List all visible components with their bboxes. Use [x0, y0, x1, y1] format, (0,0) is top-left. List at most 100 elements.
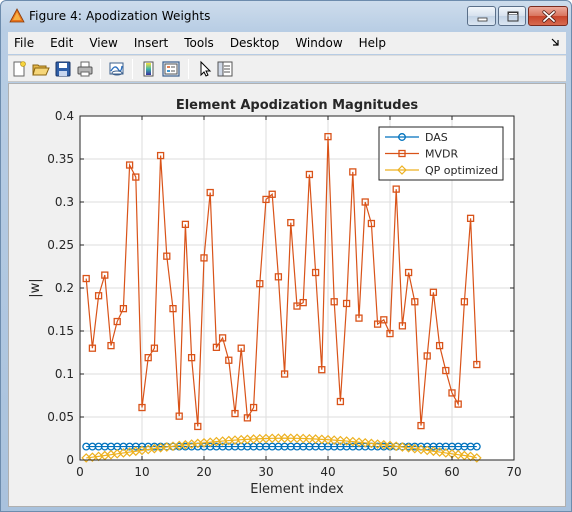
- data-point: [292, 433, 302, 444]
- data-point: [361, 198, 369, 206]
- data-point: [471, 453, 482, 463]
- legend-label: DAS: [425, 131, 448, 144]
- data-point: [411, 298, 419, 306]
- data-point: [316, 434, 327, 445]
- data-point: [329, 435, 340, 445]
- close-button[interactable]: [528, 6, 568, 26]
- data-point: [256, 280, 264, 288]
- data-point: [435, 341, 444, 350]
- menu-desktop[interactable]: Desktop: [229, 36, 280, 50]
- menu-view[interactable]: View: [89, 36, 118, 50]
- data-point: [169, 304, 177, 313]
- save-icon[interactable]: [54, 60, 72, 78]
- menu-tools[interactable]: Tools: [184, 36, 214, 50]
- data-point: [391, 441, 402, 452]
- data-point: [472, 442, 481, 451]
- data-point: [416, 444, 426, 455]
- legend-marker: [398, 149, 406, 158]
- minimize-button[interactable]: [467, 6, 496, 26]
- data-point: [299, 298, 307, 307]
- y-tick-label: 0: [66, 453, 74, 467]
- data-point: [378, 439, 389, 450]
- y-tick-label: 0.3: [55, 195, 74, 209]
- menu-window[interactable]: Window: [295, 36, 343, 50]
- data-point: [466, 214, 475, 222]
- data-point: [305, 170, 314, 179]
- dock-arrow-icon[interactable]: [550, 37, 560, 47]
- data-point: [429, 288, 438, 296]
- data-point: [249, 403, 258, 412]
- close-icon: [542, 10, 556, 23]
- y-tick-label: 0.35: [47, 152, 74, 166]
- link-plot-icon[interactable]: [108, 60, 126, 78]
- data-point: [200, 254, 208, 262]
- data-point: [310, 434, 321, 444]
- menu-insert[interactable]: Insert: [133, 36, 169, 50]
- apodization-chart[interactable]: 0 10 20 30 40 50 60 70 0 0.05 0.1 0.15 0.2 0.25 0.3 0.3…: [9, 84, 565, 506]
- data-point: [125, 161, 134, 169]
- series-layer: [81, 132, 482, 463]
- data-point: [82, 274, 90, 283]
- print-icon[interactable]: [76, 60, 94, 78]
- data-point: [268, 190, 276, 198]
- data-point: [360, 437, 371, 448]
- legend-icon[interactable]: [162, 60, 180, 78]
- data-point: [341, 436, 352, 446]
- legend-label: QP optimized: [425, 164, 498, 177]
- x-tick-label: 30: [258, 465, 273, 479]
- data-point: [262, 195, 270, 204]
- open-file-icon[interactable]: [32, 60, 50, 78]
- data-point: [398, 322, 407, 330]
- x-axis-label: Element index: [250, 482, 344, 497]
- property-editor-icon[interactable]: [216, 60, 234, 78]
- toolbar-separator: [100, 59, 101, 79]
- menu-help[interactable]: Help: [358, 36, 386, 50]
- data-point: [367, 219, 376, 228]
- data-point: [417, 421, 425, 430]
- data-point: [274, 273, 283, 281]
- maximize-button[interactable]: [498, 6, 526, 26]
- data-point: [304, 433, 315, 444]
- maximize-icon: [507, 11, 519, 22]
- data-point: [380, 316, 388, 324]
- data-point: [473, 360, 481, 369]
- data-point: [442, 366, 450, 375]
- data-point: [194, 422, 202, 431]
- x-tick-label: 20: [196, 465, 211, 479]
- data-point: [342, 299, 351, 308]
- menu-bar: File Edit View Insert Tools Desktop Wind…: [8, 32, 566, 54]
- legend-label: MVDR: [425, 148, 458, 161]
- data-point: [280, 370, 289, 378]
- data-point: [434, 447, 445, 457]
- new-figure-icon[interactable]: [10, 60, 28, 78]
- data-point: [448, 389, 456, 397]
- colorbar-icon[interactable]: [140, 60, 158, 78]
- data-point: [144, 354, 152, 362]
- data-point: [349, 168, 357, 176]
- data-point: [409, 443, 420, 454]
- data-point: [206, 188, 214, 197]
- data-point: [347, 436, 358, 447]
- data-point: [323, 434, 333, 445]
- y-tick-label: 0.1: [55, 367, 74, 381]
- data-point: [119, 304, 128, 313]
- data-point: [428, 446, 439, 457]
- data-point: [392, 185, 400, 193]
- x-tick-label: 70: [506, 465, 521, 479]
- x-tick-label: 60: [444, 465, 459, 479]
- menu-file[interactable]: File: [14, 36, 35, 50]
- data-point: [453, 449, 464, 460]
- data-point: [212, 343, 221, 351]
- data-point: [366, 438, 377, 449]
- data-point: [101, 271, 109, 279]
- data-point: [156, 151, 165, 160]
- menu-edit[interactable]: Edit: [50, 36, 74, 50]
- window-title: Figure 4: Apodization Weights: [29, 9, 211, 23]
- data-point: [163, 252, 171, 260]
- title-bar[interactable]: Figure 4: Apodization Weights: [1, 1, 571, 31]
- legend: DAS MVDR QP optimized: [378, 126, 504, 181]
- data-point: [175, 412, 183, 420]
- data-point: [372, 439, 383, 449]
- pointer-icon[interactable]: [196, 60, 214, 78]
- data-point: [287, 218, 295, 227]
